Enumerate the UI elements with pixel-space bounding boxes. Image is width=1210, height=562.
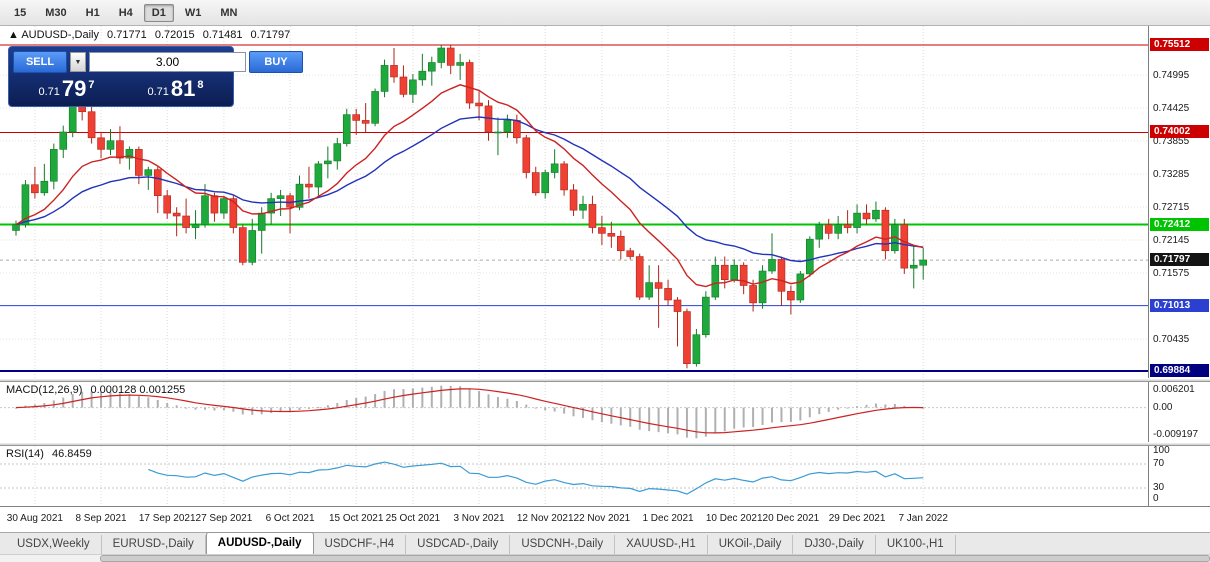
one-click-collapse-icon[interactable]: ▲	[8, 29, 19, 41]
timeframe-button-w1[interactable]: W1	[184, 6, 202, 19]
date-axis-tick: 25 Oct 2021	[385, 513, 441, 524]
sell-button[interactable]: SELL	[13, 51, 67, 73]
date-axis-tick: 12 Nov 2021	[516, 513, 574, 524]
chart-tab[interactable]: USDX,Weekly	[6, 535, 102, 554]
lot-dropdown-button[interactable]: ▼	[70, 52, 86, 72]
price-axis-tick: 0.71575	[1153, 268, 1190, 280]
date-axis-tick: 6 Oct 2021	[265, 513, 315, 524]
chart-symbol-period: AUDUSD-,Daily	[21, 29, 99, 41]
sell-price-pip: 7	[88, 79, 95, 91]
buy-price-pip: 8	[197, 79, 204, 91]
chart-tab[interactable]: UKOil-,Daily	[708, 535, 794, 554]
date-axis-tick: 7 Jan 2022	[898, 513, 948, 524]
macd-axis-zero: 0.00	[1153, 401, 1173, 413]
timeframe-button-15[interactable]: 15	[14, 6, 27, 19]
rsi-indicator-label: RSI(14) 46.8459	[6, 448, 92, 460]
chevron-down-icon: ▼	[74, 59, 82, 66]
chart-tab[interactable]: USDCNH-,Daily	[510, 535, 616, 554]
macd-values: 0.000128 0.001255	[90, 384, 186, 396]
chart-tab[interactable]: AUDUSD-,Daily	[205, 532, 314, 554]
horizontal-scrollbar[interactable]	[0, 554, 1210, 562]
price-axis-tick: 0.74995	[1153, 69, 1190, 81]
chart-area: ▲ AUDUSD-,Daily 0.71771 0.72015 0.71481 …	[0, 26, 1210, 506]
price-axis-tick: 0.72715	[1153, 202, 1190, 213]
lot-size-input[interactable]	[89, 52, 246, 72]
buy-button[interactable]: BUY	[249, 51, 303, 73]
macd-pane[interactable]	[0, 382, 1148, 442]
date-axis-tick: 17 Sep 2021	[138, 513, 196, 524]
macd-chart-canvas[interactable]	[0, 382, 1148, 442]
chart-tab[interactable]: USDCHF-,H4	[314, 535, 407, 554]
chart-tab[interactable]: XAUUSD-,H1	[615, 535, 708, 554]
rsi-pane[interactable]	[0, 446, 1148, 506]
macd-axis-max: 0.006201	[1153, 384, 1195, 395]
timeframe-button-d1[interactable]: D1	[143, 3, 174, 22]
timeframe-button-h4[interactable]: H4	[118, 6, 133, 19]
rsi-name: RSI(14)	[6, 448, 44, 460]
price-level-badge: 0.69884	[1150, 363, 1209, 377]
macd-name: MACD(12,26,9)	[6, 384, 83, 396]
date-axis-tick: 20 Dec 2021	[762, 513, 820, 524]
rsi-chart-canvas[interactable]	[0, 446, 1148, 506]
ohlc-open: 0.71771	[107, 29, 147, 41]
price-level-badge: 0.71013	[1150, 298, 1209, 312]
price-axis: 0.74995 0.74425 0.73855 0.73285 0.72715 0.721…	[1148, 26, 1210, 506]
chart-tab-bar: USDX,Weekly EURUSD-,Daily AUDUSD-,Daily USD…	[0, 532, 1210, 554]
one-click-trading-panel: SELL ▼ BUY 0.71 79 7 0.71	[8, 46, 303, 107]
price-axis-tick: 0.73855	[1153, 135, 1190, 147]
buy-price-prefix: 0.71	[147, 86, 169, 98]
macd-indicator-label: MACD(12,26,9) 0.000128 0.001255	[6, 384, 185, 396]
rsi-axis-tick: 30	[1153, 482, 1165, 493]
sell-price-prefix: 0.71	[38, 86, 60, 98]
timeframe-toolbar: 15 M30 H1 H4 D1 W1 MN	[0, 0, 1210, 26]
price-axis-tick: 0.72145	[1153, 235, 1190, 247]
ohlc-high: 0.72015	[154, 29, 195, 41]
current-price-badge: 0.71797	[1150, 253, 1209, 267]
pane-separator[interactable]	[0, 378, 1210, 382]
date-axis-tick: 3 Nov 2021	[453, 513, 505, 524]
sell-price-display: 0.71 79 7	[13, 77, 120, 102]
date-axis-tick: 29 Dec 2021	[828, 513, 886, 524]
price-axis-tick: 0.74425	[1153, 102, 1190, 114]
price-level-badge: 0.74002	[1150, 125, 1209, 139]
scrollbar-thumb[interactable]	[100, 555, 1210, 562]
macd-axis-min: -0.009197	[1153, 429, 1199, 440]
date-axis-tick: 10 Dec 2021	[705, 513, 763, 524]
timeframe-button-mn[interactable]: MN	[220, 6, 238, 19]
ohlc-low: 0.71481	[202, 29, 243, 41]
date-axis: 30 Aug 2021 8 Sep 2021 17 Sep 2021 27 Sep 2…	[0, 506, 1210, 532]
chart-tab[interactable]: UK100-,H1	[876, 535, 956, 554]
buy-price-big: 81	[170, 76, 196, 101]
pane-separator[interactable]	[0, 442, 1210, 446]
price-axis-tick: 0.70435	[1153, 334, 1190, 346]
date-axis-tick: 15 Oct 2021	[328, 513, 384, 524]
price-chart-canvas[interactable]	[0, 26, 1148, 378]
date-axis-tick: 8 Sep 2021	[75, 513, 127, 524]
date-axis-tick: 22 Nov 2021	[573, 513, 631, 524]
timeframe-button-h1[interactable]: H1	[85, 6, 100, 19]
chart-tab[interactable]: EURUSD-,Daily	[102, 535, 206, 554]
chart-tab[interactable]: USDCAD-,Daily	[406, 535, 511, 554]
rsi-axis-tick: 100	[1153, 445, 1170, 456]
date-axis-tick: 27 Sep 2021	[195, 513, 253, 524]
rsi-axis-tick: 0	[1153, 493, 1159, 504]
rsi-axis-tick: 70	[1153, 458, 1165, 469]
date-axis-tick: 1 Dec 2021	[642, 513, 694, 524]
rsi-value: 46.8459	[51, 448, 92, 460]
price-level-badge: 0.75512	[1150, 37, 1209, 51]
chart-title: ▲ AUDUSD-,Daily 0.71771 0.72015 0.71481 …	[8, 29, 290, 41]
date-axis-tick: 30 Aug 2021	[6, 513, 63, 524]
ohlc-close: 0.71797	[250, 29, 291, 41]
sell-price-big: 79	[61, 76, 87, 101]
price-level-badge: 0.72412	[1150, 217, 1209, 231]
buy-price-display: 0.71 81 8	[122, 77, 229, 102]
timeframe-button-m30[interactable]: M30	[45, 6, 67, 19]
chart-tab[interactable]: DJ30-,Daily	[793, 535, 876, 554]
price-axis-tick: 0.73285	[1153, 168, 1190, 180]
